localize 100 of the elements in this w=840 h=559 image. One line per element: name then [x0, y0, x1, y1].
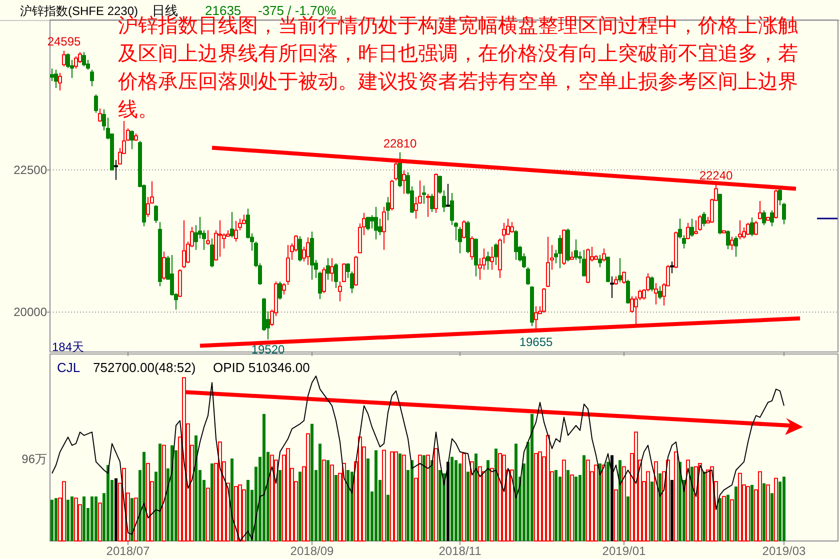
candlestick — [394, 160, 398, 181]
bar — [382, 450, 386, 542]
bar — [318, 444, 322, 541]
bar — [510, 470, 514, 542]
bar — [394, 451, 398, 542]
candlestick — [386, 196, 390, 221]
x-tick-label: 2018/11 — [438, 544, 482, 558]
bar — [782, 476, 786, 541]
bar — [698, 462, 702, 542]
bar — [490, 468, 494, 542]
bar — [106, 465, 110, 541]
candlestick — [602, 248, 606, 262]
bar — [54, 498, 58, 541]
bar — [278, 470, 282, 541]
bar — [442, 473, 446, 541]
bar — [710, 466, 714, 542]
candlestick — [686, 222, 690, 240]
candlestick — [702, 212, 706, 227]
candlestick — [574, 238, 578, 260]
bar — [766, 484, 770, 542]
bar — [402, 454, 406, 542]
annotation: 19655 — [519, 334, 554, 349]
candlestick — [54, 69, 58, 88]
bar — [342, 462, 346, 542]
candlestick — [622, 270, 626, 284]
bar — [634, 432, 638, 542]
bar — [90, 496, 94, 541]
bar — [194, 435, 198, 541]
candlestick — [326, 258, 330, 280]
bar — [538, 451, 542, 542]
candlestick — [370, 214, 374, 230]
annotation: 22240 — [699, 168, 734, 183]
candlestick — [618, 258, 622, 283]
candlestick — [62, 50, 66, 67]
bar — [666, 460, 670, 542]
y-tick-label: 22500 — [14, 162, 48, 177]
bar — [598, 463, 602, 541]
bar — [366, 458, 370, 541]
candlestick — [130, 130, 134, 150]
bar — [50, 500, 54, 541]
bar — [626, 496, 630, 541]
bar — [546, 434, 550, 542]
candlestick — [650, 276, 654, 292]
candlestick — [762, 210, 766, 226]
candlestick — [750, 216, 754, 237]
bar — [310, 424, 314, 541]
candlestick — [210, 238, 214, 268]
bar — [70, 496, 74, 541]
bar — [758, 471, 762, 542]
bar — [574, 476, 578, 541]
candlestick — [490, 246, 494, 270]
candlestick — [402, 170, 406, 194]
bar — [670, 480, 674, 541]
candlestick — [446, 183, 450, 208]
bar — [582, 455, 586, 541]
bar — [386, 494, 390, 541]
bar — [470, 461, 474, 542]
bar — [618, 460, 622, 541]
candlestick — [306, 236, 310, 266]
bar — [98, 502, 102, 542]
candlestick — [470, 236, 474, 260]
bar — [646, 471, 650, 542]
candlestick — [546, 236, 550, 288]
bar — [230, 458, 234, 541]
candlestick — [514, 230, 518, 260]
candlestick — [486, 251, 490, 270]
bar — [334, 475, 338, 541]
bar — [162, 444, 166, 542]
candlestick — [82, 52, 86, 67]
candlestick — [726, 230, 730, 250]
bar — [330, 464, 334, 542]
bar — [654, 461, 658, 542]
candlestick — [322, 266, 326, 294]
bar — [770, 493, 774, 541]
bar — [130, 498, 134, 541]
bar — [606, 462, 610, 541]
bar — [434, 448, 438, 542]
bar — [238, 484, 242, 542]
bar — [306, 433, 310, 542]
candlestick — [754, 220, 758, 236]
bar — [134, 498, 138, 542]
bar — [722, 496, 726, 542]
x-tick-label: 2019/01 — [602, 544, 646, 558]
candlestick — [430, 193, 434, 213]
candlestick — [542, 287, 546, 314]
bar — [74, 498, 78, 542]
bar — [114, 478, 118, 541]
bar — [66, 500, 70, 541]
bar — [270, 454, 274, 542]
bar — [426, 454, 430, 542]
bar — [170, 445, 174, 541]
bar — [206, 488, 210, 542]
bar — [602, 464, 606, 542]
bar — [734, 486, 738, 541]
bar — [298, 472, 302, 541]
bar — [182, 377, 186, 542]
bar — [530, 414, 534, 541]
bar — [690, 466, 694, 541]
bar — [210, 463, 214, 541]
bar — [678, 462, 682, 541]
